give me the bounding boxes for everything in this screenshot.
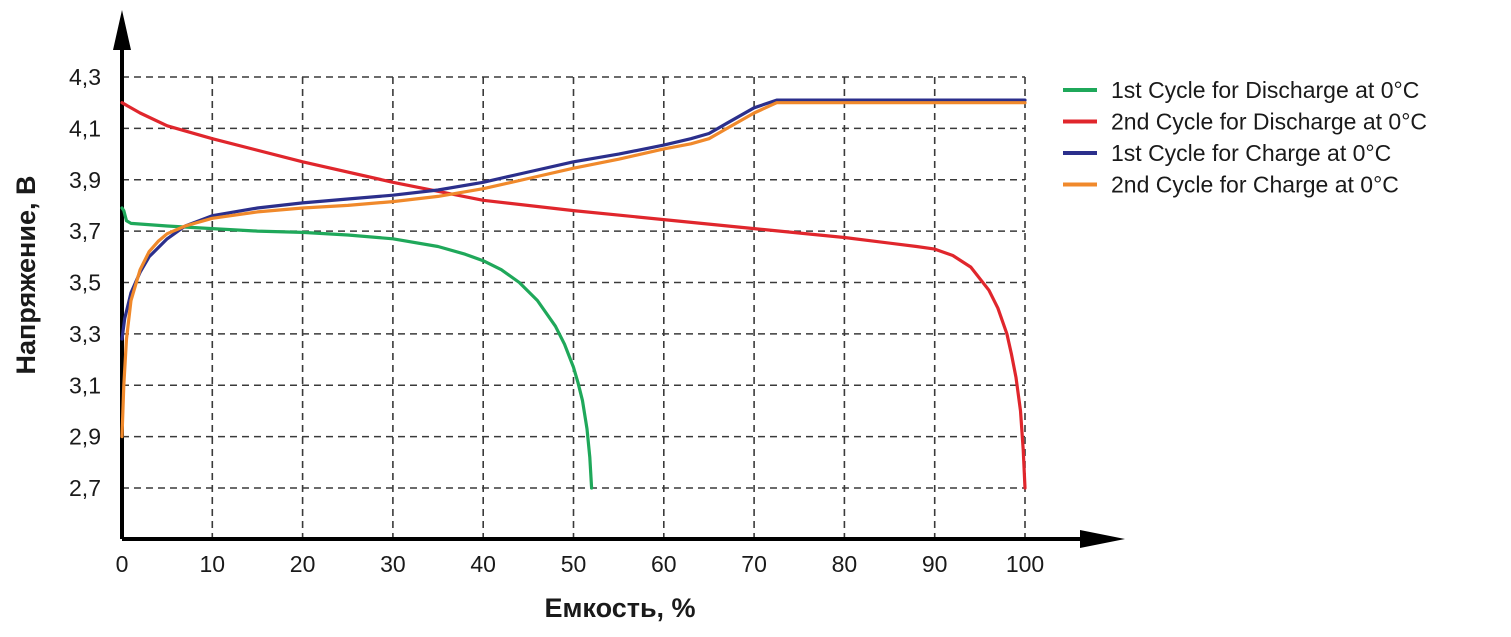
y-tick-label: 3,9 — [69, 167, 101, 193]
x-tick-label: 60 — [651, 551, 677, 577]
y-tick-label: 3,1 — [69, 372, 101, 398]
legend-label: 1st Cycle for Discharge at 0°C — [1111, 77, 1419, 103]
y-tick-labels: 2,7 2,9 3,1 3,3 3,5 3,7 3,9 4,1 4,3 — [69, 64, 101, 501]
axes — [113, 10, 1125, 548]
x-tick-label: 40 — [470, 551, 496, 577]
series-line-1 — [120, 206, 594, 490]
legend: 1st Cycle for Discharge at 0°C 2nd Cycle … — [1063, 77, 1427, 198]
y-axis-arrow — [113, 10, 131, 50]
y-tick-label: 2,9 — [69, 424, 101, 450]
y-tick-label: 4,3 — [69, 64, 101, 90]
series-lines — [120, 98, 1027, 490]
legend-label: 2nd Cycle for Charge at 0°C — [1111, 172, 1399, 198]
x-tick-label: 100 — [1006, 551, 1044, 577]
legend-label: 2nd Cycle for Discharge at 0°C — [1111, 109, 1427, 135]
x-tick-label: 70 — [741, 551, 767, 577]
grid-lines — [122, 76, 1026, 539]
x-tick-label: 10 — [200, 551, 226, 577]
series-line-2 — [120, 101, 1027, 490]
y-tick-label: 2,7 — [69, 475, 101, 501]
y-tick-label: 3,5 — [69, 270, 101, 296]
legend-label: 1st Cycle for Charge at 0°C — [1111, 140, 1391, 166]
y-axis-title: Напряжение, В — [11, 176, 41, 375]
x-tick-label: 0 — [116, 551, 129, 577]
x-tick-label: 90 — [922, 551, 948, 577]
x-tick-label: 80 — [832, 551, 858, 577]
x-axis-title: Емкость, % — [544, 593, 695, 623]
y-tick-label: 3,7 — [69, 218, 101, 244]
series-line-4 — [120, 101, 1027, 439]
x-tick-labels: 0 10 20 30 40 50 60 70 80 90 100 — [116, 551, 1045, 577]
series-line-3 — [120, 98, 1027, 341]
y-tick-label: 4,1 — [69, 115, 101, 141]
x-axis-arrow — [1080, 530, 1125, 548]
x-tick-label: 50 — [561, 551, 587, 577]
x-tick-label: 20 — [290, 551, 316, 577]
y-tick-label: 3,3 — [69, 321, 101, 347]
x-tick-label: 30 — [380, 551, 406, 577]
